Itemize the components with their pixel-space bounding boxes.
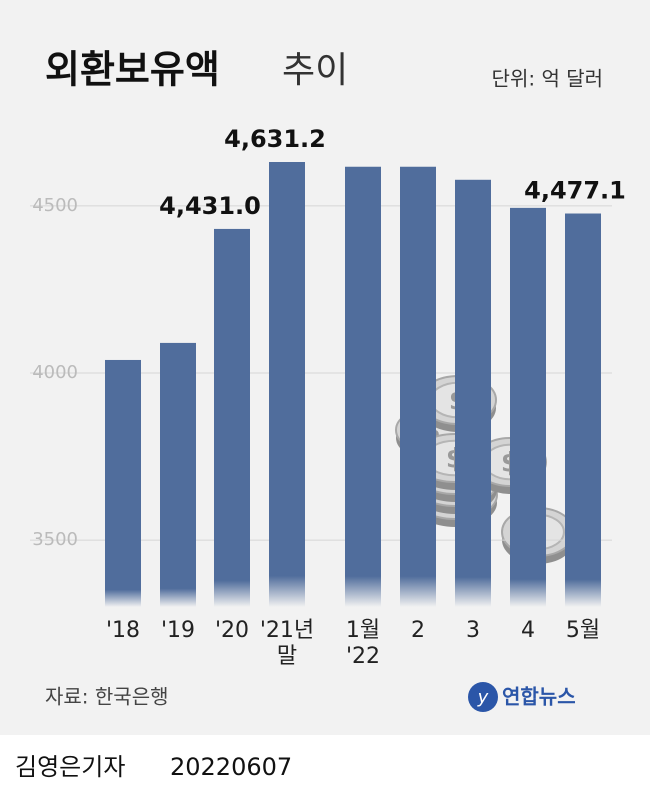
- x-tick-label: 4: [521, 618, 535, 643]
- bar: [345, 166, 381, 607]
- bar: [214, 228, 250, 607]
- bar: [400, 166, 436, 607]
- x-tick-label: '20: [214, 618, 250, 643]
- y-tick-label: 3500: [32, 529, 78, 550]
- logo: 연합뉴스: [502, 685, 576, 709]
- x-tick-label: '19: [160, 618, 196, 643]
- bar: [455, 179, 491, 608]
- y-tick-label: 4000: [32, 362, 78, 383]
- x-tick-label: 1월 '22: [345, 618, 381, 669]
- y-tick-label: 4500: [32, 195, 78, 216]
- bar: [269, 161, 305, 608]
- value-label: 4,631.2: [224, 125, 326, 153]
- bar: [105, 359, 141, 607]
- x-tick-label: 2: [411, 618, 425, 643]
- bar: [160, 342, 196, 607]
- source: 자료: 한국은행: [45, 685, 169, 709]
- x-tick-label: '21년 말: [259, 618, 315, 669]
- unit: 단위: 억 달러: [492, 67, 603, 91]
- value-label: 4,431.0: [159, 192, 261, 220]
- credit: 김영은기자: [15, 753, 125, 781]
- logo-mark: y: [477, 687, 489, 708]
- chart-subtitle: 추이: [282, 50, 348, 91]
- bar: [565, 213, 601, 608]
- logo-icon: [468, 682, 498, 712]
- x-tick-label: '18: [105, 618, 141, 643]
- date: 20220607: [170, 753, 292, 781]
- chart-title: 외환보유액: [45, 48, 220, 92]
- bar: [510, 207, 546, 607]
- x-tick-label: 3: [466, 618, 480, 643]
- value-label: 4,477.1: [524, 177, 626, 205]
- x-tick-label: 5월: [565, 618, 601, 643]
